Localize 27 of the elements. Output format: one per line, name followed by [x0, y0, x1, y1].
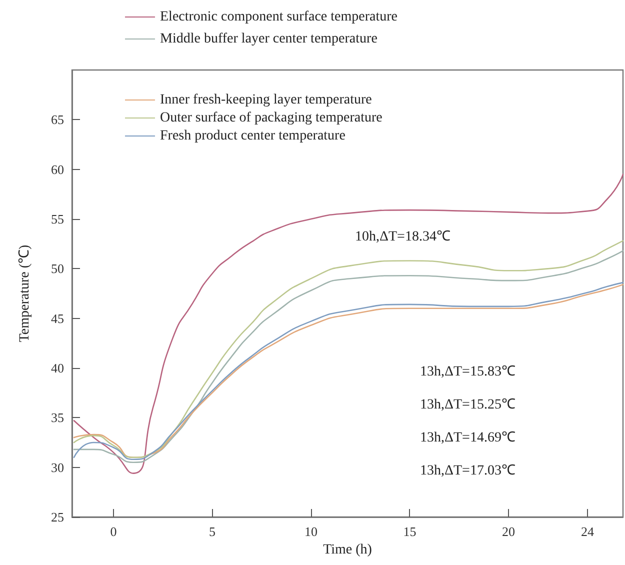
x-axis-title: Time (h)	[323, 542, 372, 558]
legend-label: Fresh product center temperature	[160, 128, 346, 144]
annotation: 13h,ΔT=17.03℃	[420, 464, 516, 478]
annotation: 13h,ΔT=15.25℃	[420, 398, 516, 412]
legend-label: Electronic component surface temperature	[160, 10, 398, 24]
y-tick-label: 35	[51, 410, 64, 426]
annotation: 13h,ΔT=15.83℃	[420, 364, 516, 380]
x-tick-label: 0	[110, 524, 117, 539]
x-tick-label: 20	[502, 524, 515, 539]
legend-label: Middle buffer layer center temperature	[160, 32, 378, 46]
x-tick-label: 15	[403, 524, 416, 539]
y-axis-title: Temperature (℃)	[18, 244, 32, 342]
y-tick-label: 65	[51, 112, 64, 128]
y-tick-label: 50	[51, 261, 64, 276]
x-tick-label: 5	[208, 524, 216, 539]
y-tick-label: 40	[51, 360, 64, 376]
y-tick-label: 60	[51, 162, 64, 177]
x-tick-label: 10	[304, 524, 318, 539]
y-tick-label: 30	[51, 460, 64, 475]
legend-label: Inner fresh-keeping layer temperature	[160, 92, 372, 108]
y-tick-label: 25	[51, 510, 64, 524]
annotation: 13h,ΔT=14.69℃	[420, 430, 516, 446]
y-tick-label: 45	[51, 310, 64, 326]
y-tick-label: 55	[51, 212, 64, 226]
legend-label: Outer surface of packaging temperature	[160, 110, 382, 126]
x-tick-label: 24	[580, 524, 594, 539]
annotation: 10h,ΔT=18.34℃	[355, 230, 450, 244]
